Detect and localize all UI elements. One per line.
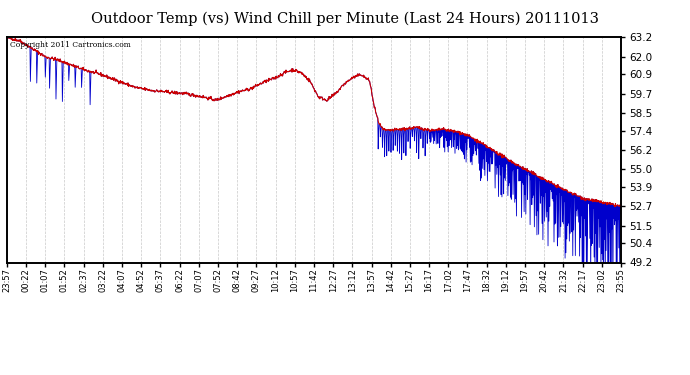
Text: Copyright 2011 Cartronics.com: Copyright 2011 Cartronics.com (10, 41, 131, 49)
Text: Outdoor Temp (vs) Wind Chill per Minute (Last 24 Hours) 20111013: Outdoor Temp (vs) Wind Chill per Minute … (91, 11, 599, 26)
